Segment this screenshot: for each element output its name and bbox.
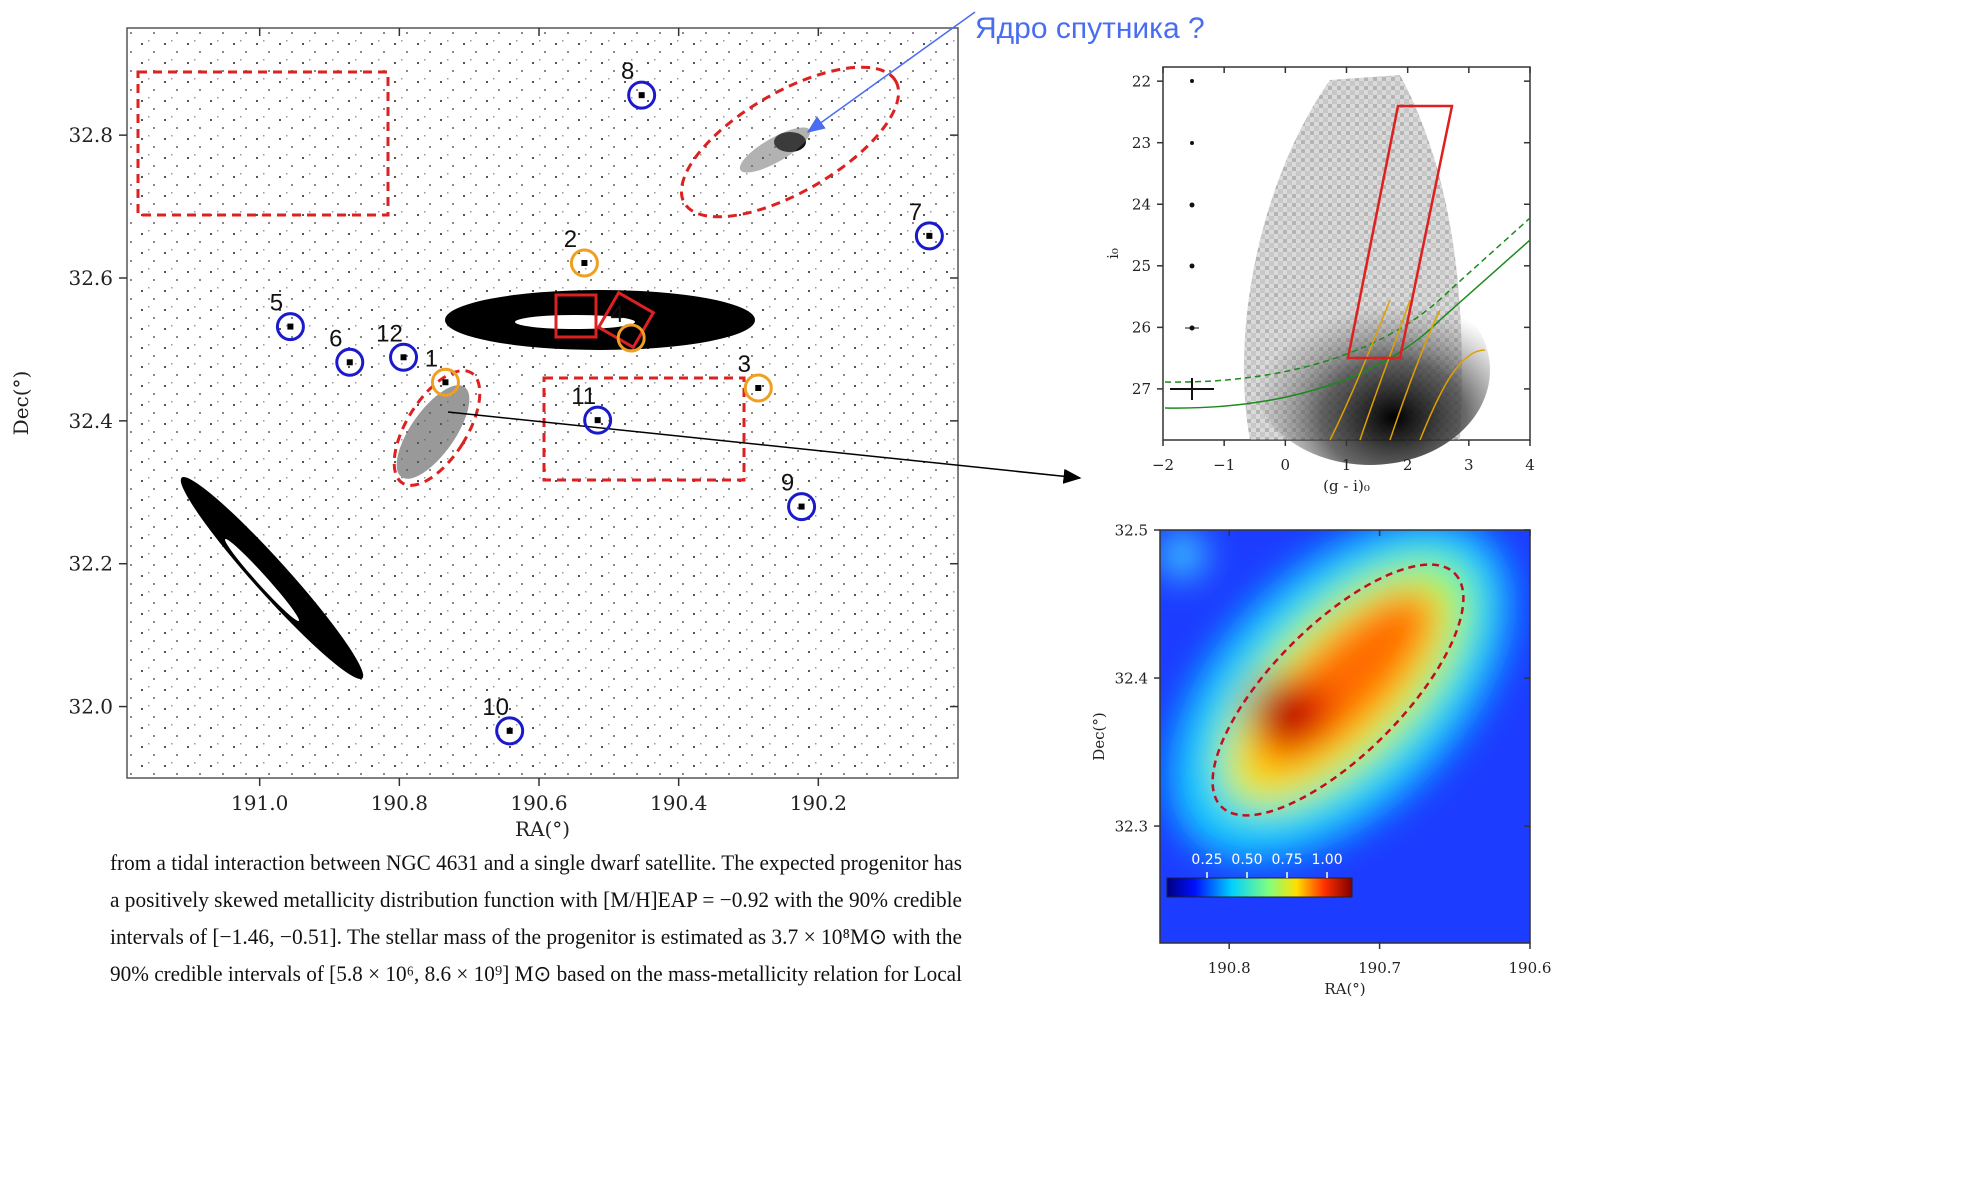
y-tick-label: 23 — [1132, 134, 1151, 152]
object-core — [581, 260, 587, 266]
annotation: Ядро спутника ? — [975, 12, 1205, 45]
y-axis-label: i₀ — [1104, 248, 1122, 259]
y-axis-label: Dec(°) — [9, 371, 33, 436]
paragraph-line: 90% credible intervals of [5.8 × 10⁶, 8.… — [110, 961, 962, 986]
x-tick-label: 190.6 — [510, 791, 567, 815]
x-tick-label: 190.6 — [1509, 959, 1552, 977]
object-label: 2 — [564, 226, 577, 253]
y-tick-label: 27 — [1132, 380, 1151, 398]
y-tick-label: 22 — [1132, 72, 1151, 90]
object-label: 1 — [425, 345, 438, 372]
colorbar-tick-label: 0.75 — [1271, 852, 1302, 868]
object-label: 6 — [329, 325, 342, 352]
y-tick-label: 32.3 — [1115, 817, 1148, 835]
x-axis-label: RA(°) — [1324, 980, 1365, 998]
y-tick-label: 32.5 — [1115, 521, 1148, 539]
object-core — [401, 354, 407, 360]
colorbar-tick-label: 1.00 — [1311, 852, 1342, 868]
x-tick-label: 2 — [1403, 456, 1413, 474]
object-label: 11 — [571, 383, 596, 410]
cmd-panel — [1163, 67, 1530, 465]
object-label: 8 — [621, 58, 634, 85]
object-core — [926, 233, 932, 239]
x-tick-label: −1 — [1213, 456, 1235, 474]
object-core — [595, 417, 601, 423]
y-tick-label: 32.6 — [68, 266, 113, 290]
object-core — [628, 335, 634, 341]
x-tick-label: 1 — [1342, 456, 1352, 474]
object-label: 7 — [909, 199, 922, 226]
object-core — [287, 324, 293, 330]
x-axis-label: RA(°) — [515, 817, 570, 841]
x-tick-label: 190.7 — [1358, 959, 1401, 977]
x-axis-label: (g - i)₀ — [1323, 477, 1370, 495]
x-tick-label: 0 — [1281, 456, 1291, 474]
y-tick-label: 32.0 — [68, 695, 113, 719]
paragraph-line: from a tidal interaction between NGC 463… — [110, 850, 962, 875]
x-tick-label: 4 — [1525, 456, 1535, 474]
object-label: 9 — [781, 470, 794, 497]
map-panel — [127, 28, 958, 778]
x-tick-label: 190.8 — [1208, 959, 1251, 977]
object-label: 3 — [738, 351, 751, 378]
object-label: 10 — [482, 694, 509, 721]
figure: Ядро спутника ? — [0, 0, 1967, 1192]
y-tick-label: 26 — [1132, 319, 1151, 337]
y-tick-label: 32.4 — [68, 409, 113, 433]
y-tick-label: 32.2 — [68, 552, 113, 576]
x-tick-label: 190.4 — [650, 791, 707, 815]
x-tick-label: −2 — [1152, 456, 1174, 474]
colorbar-tick-label: 0.50 — [1231, 852, 1262, 868]
colorbar-tick-label: 0.25 — [1191, 852, 1222, 868]
object-core — [507, 728, 513, 734]
object-core — [639, 92, 645, 98]
paragraph-line: a positively skewed metallicity distribu… — [110, 887, 962, 912]
y-tick-label: 32.4 — [1115, 669, 1148, 687]
x-tick-label: 190.2 — [790, 791, 847, 815]
object-label: 5 — [270, 290, 283, 317]
x-tick-label: 3 — [1464, 456, 1474, 474]
y-tick-label: 25 — [1132, 257, 1151, 275]
object-label: 4 — [611, 301, 624, 328]
object-core — [442, 379, 448, 385]
x-tick-label: 190.8 — [371, 791, 428, 815]
object-core — [799, 504, 805, 510]
colorbar — [1167, 878, 1352, 897]
x-tick-label: 191.0 — [231, 791, 288, 815]
cmd-density — [1250, 275, 1490, 465]
y-tick-label: 24 — [1132, 196, 1151, 214]
paragraph-line: intervals of [−1.46, −0.51]. The stellar… — [110, 924, 962, 949]
density-panel — [1107, 457, 1574, 943]
object-label: 12 — [376, 320, 403, 347]
y-tick-label: 32.8 — [68, 123, 113, 147]
object-core — [347, 359, 353, 365]
y-axis-label: Dec(°) — [1090, 712, 1108, 761]
object-core — [755, 385, 761, 391]
